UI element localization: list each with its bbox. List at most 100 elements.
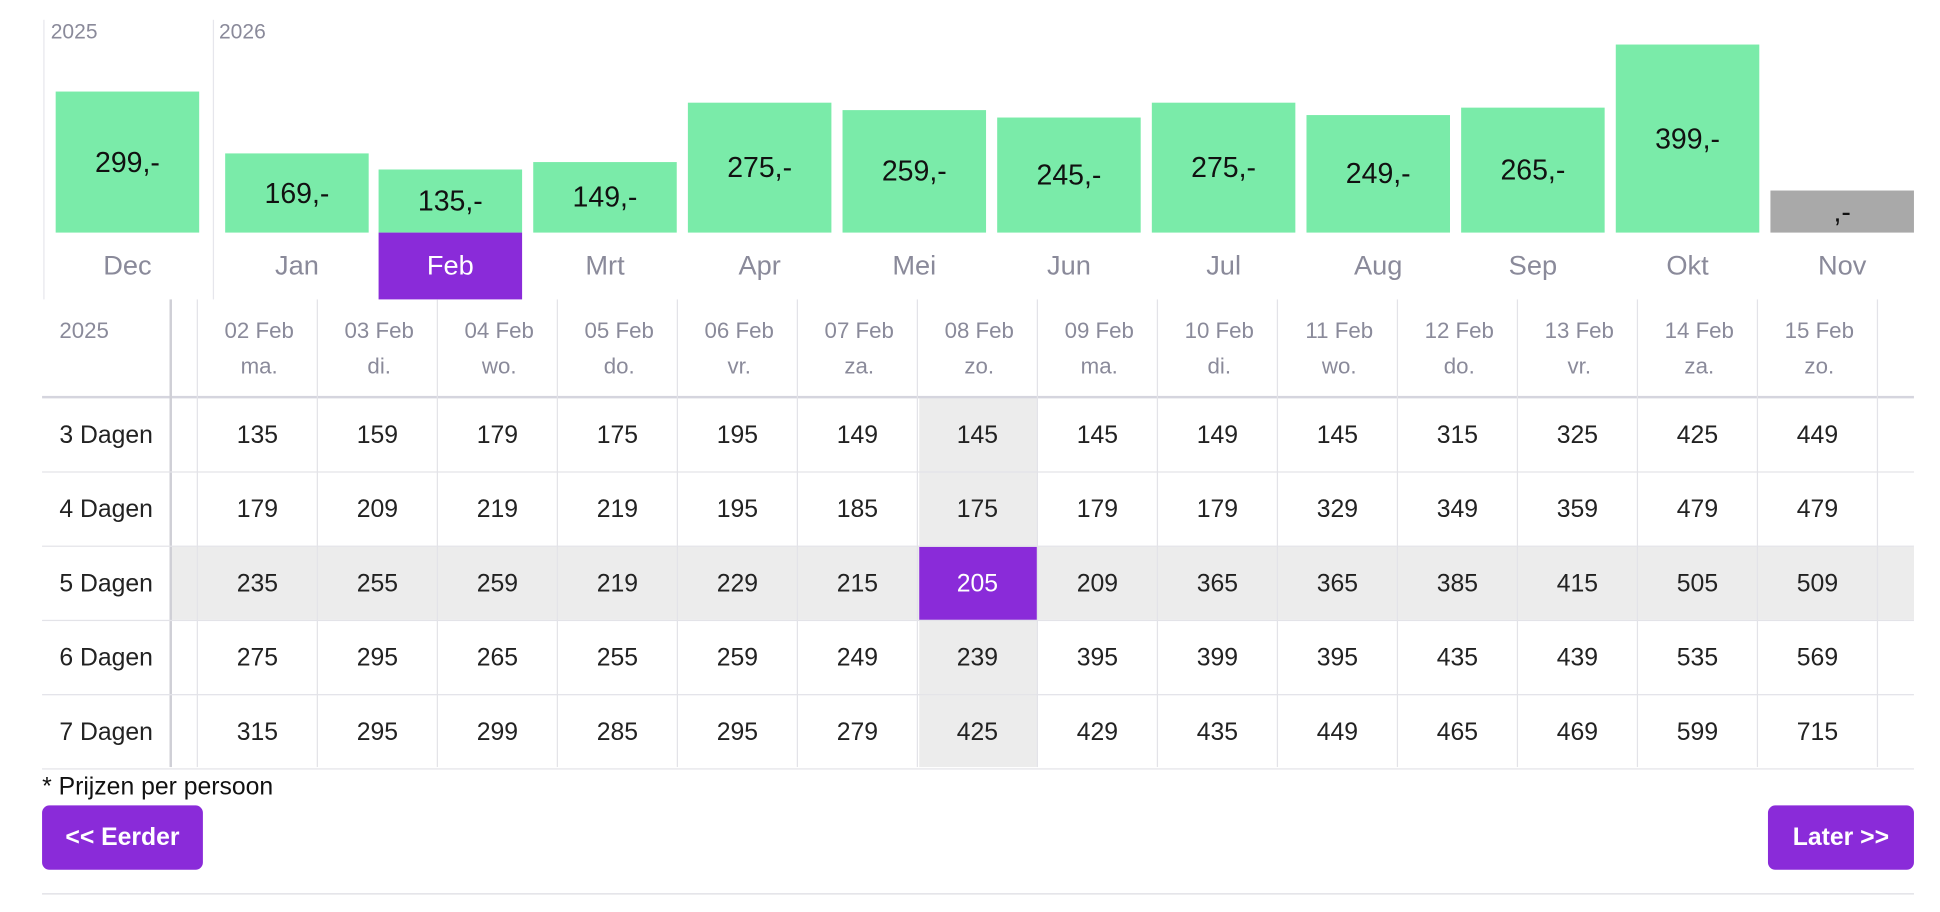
price-cell[interactable]: 295: [356, 643, 398, 672]
month-price-bar[interactable]: 249,-: [1306, 115, 1450, 233]
month-price-bar[interactable]: 399,-: [1615, 44, 1760, 233]
price-cell[interactable]: 365: [1316, 569, 1359, 597]
price-cell[interactable]: 209: [1076, 569, 1119, 597]
price-cell[interactable]: 325: [1556, 421, 1599, 449]
price-cell[interactable]: 259: [476, 569, 519, 597]
earlier-button[interactable]: << Eerder: [42, 805, 203, 870]
price-cell[interactable]: 295: [356, 718, 398, 746]
price-cell[interactable]: 365: [1196, 569, 1239, 597]
price-cell[interactable]: 435: [1436, 643, 1479, 672]
price-cell[interactable]: 219: [476, 495, 519, 523]
price-cell[interactable]: 349: [1436, 495, 1479, 523]
price-cell[interactable]: 179: [236, 495, 278, 523]
price-cell[interactable]: 249: [836, 643, 879, 672]
price-cell[interactable]: 209: [356, 495, 398, 523]
price-cell[interactable]: 395: [1076, 643, 1119, 672]
later-button[interactable]: Later >>: [1767, 805, 1914, 870]
price-cell[interactable]: 145: [1316, 421, 1359, 449]
price-cell[interactable]: 535: [1676, 643, 1719, 672]
price-cell[interactable]: 179: [1076, 495, 1119, 523]
price-cell[interactable]: 479: [1676, 495, 1719, 523]
price-cell[interactable]: 145: [1076, 421, 1119, 449]
price-cell[interactable]: 185: [836, 495, 879, 523]
month-aug[interactable]: 249,- Aug: [1306, 0, 1450, 299]
month-price-bar[interactable]: 169,-: [225, 153, 369, 233]
price-cell[interactable]: 425: [956, 718, 999, 746]
price-cell[interactable]: 259: [716, 643, 759, 672]
price-cell[interactable]: 715: [1796, 718, 1839, 746]
price-cell[interactable]: 179: [476, 421, 519, 449]
price-cell[interactable]: 219: [596, 569, 639, 597]
month-mrt[interactable]: 149,- Mrt: [533, 0, 677, 299]
month-okt[interactable]: 399,- Okt: [1615, 0, 1760, 299]
month-price-bar[interactable]: 149,-: [533, 162, 677, 233]
month-dec[interactable]: 299,- Dec: [55, 0, 200, 299]
price-cell[interactable]: 279: [836, 718, 879, 746]
month-price-bar[interactable]: 299,-: [55, 91, 200, 233]
price-cell[interactable]: 299: [476, 718, 519, 746]
price-cell[interactable]: 395: [1316, 643, 1359, 672]
price-cell[interactable]: 229: [716, 569, 759, 597]
price-cell[interactable]: 285: [596, 718, 639, 746]
price-cell[interactable]: 275: [236, 643, 278, 672]
price-cell[interactable]: 399: [1196, 643, 1239, 672]
month-price-bar[interactable]: 275,-: [687, 102, 832, 233]
price-cell[interactable]: 359: [1556, 495, 1599, 523]
price-cell[interactable]: 469: [1556, 718, 1599, 746]
price-cell[interactable]: 505: [1676, 569, 1719, 597]
price-cell[interactable]: 449: [1316, 718, 1359, 746]
price-cell[interactable]: 329: [1316, 495, 1359, 523]
price-cell[interactable]: 439: [1556, 643, 1599, 672]
date-header-day: ma.: [1080, 353, 1118, 379]
price-cell[interactable]: 265: [476, 643, 519, 672]
month-nov[interactable]: ,- Nov: [1770, 0, 1914, 299]
month-jan[interactable]: 169,- Jan: [225, 0, 369, 299]
price-cell[interactable]: 175: [596, 421, 639, 449]
month-price-bar[interactable]: ,-: [1770, 190, 1914, 233]
price-cell[interactable]: 195: [716, 495, 759, 523]
month-price-bar[interactable]: 135,-: [378, 169, 523, 233]
price-cell[interactable]: 255: [596, 643, 639, 672]
month-feb[interactable]: 135,- Feb: [378, 0, 523, 300]
date-header-date: 04 Feb: [464, 317, 534, 343]
price-cell[interactable]: 175: [956, 495, 999, 523]
month-apr[interactable]: 275,- Apr: [687, 0, 832, 299]
price-cell[interactable]: 425: [1676, 421, 1719, 449]
price-cell[interactable]: 509: [1796, 569, 1839, 597]
price-cell[interactable]: 295: [716, 718, 759, 746]
price-cell[interactable]: 179: [1196, 495, 1239, 523]
price-cell[interactable]: 195: [716, 421, 759, 449]
month-jul[interactable]: 275,- Jul: [1151, 0, 1296, 299]
price-cell[interactable]: 315: [236, 718, 278, 746]
price-cell[interactable]: 435: [1196, 718, 1239, 746]
date-header: 13 Feb vr.: [1519, 299, 1639, 396]
price-cell[interactable]: 149: [1196, 421, 1239, 449]
price-cell[interactable]: 569: [1796, 643, 1839, 672]
price-cell[interactable]: 255: [356, 569, 398, 597]
month-sep[interactable]: 265,- Sep: [1461, 0, 1605, 299]
price-cell[interactable]: 599: [1676, 718, 1719, 746]
price-cell[interactable]: 385: [1436, 569, 1479, 597]
price-cell[interactable]: 149: [836, 421, 879, 449]
price-cell[interactable]: 465: [1436, 718, 1479, 746]
price-cell[interactable]: 219: [596, 495, 639, 523]
month-price-bar[interactable]: 245,-: [997, 117, 1141, 233]
price-cell[interactable]: 239: [956, 643, 999, 672]
selected-price-cell[interactable]: 205: [956, 569, 999, 597]
month-price-label: 245,-: [1036, 158, 1102, 191]
price-cell[interactable]: 135: [236, 421, 278, 449]
price-cell[interactable]: 449: [1796, 421, 1839, 449]
price-cell[interactable]: 429: [1076, 718, 1119, 746]
month-price-bar[interactable]: 259,-: [842, 110, 987, 233]
month-mei[interactable]: 259,- Mei: [842, 0, 987, 299]
price-cell[interactable]: 235: [236, 569, 278, 597]
month-price-bar[interactable]: 275,-: [1151, 102, 1296, 233]
price-cell[interactable]: 479: [1796, 495, 1839, 523]
price-cell[interactable]: 215: [836, 569, 879, 597]
price-cell[interactable]: 159: [356, 421, 398, 449]
price-cell[interactable]: 145: [956, 421, 999, 449]
price-cell[interactable]: 415: [1556, 569, 1599, 597]
month-jun[interactable]: 245,- Jun: [997, 0, 1141, 299]
price-cell[interactable]: 315: [1436, 421, 1479, 449]
month-price-bar[interactable]: 265,-: [1461, 107, 1605, 233]
